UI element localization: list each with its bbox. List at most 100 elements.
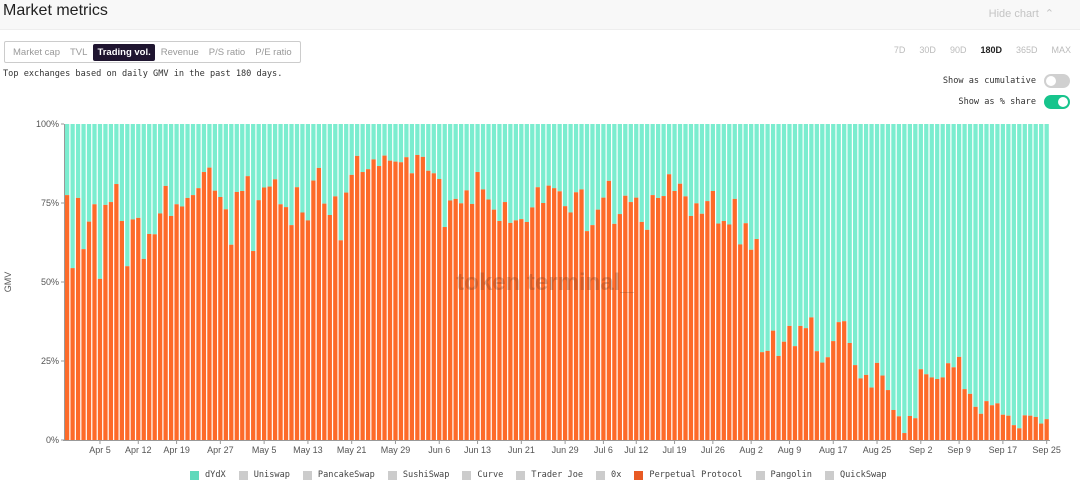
legend-item[interactable]: Pangolin	[755, 470, 812, 480]
bar-perpetual-protocol	[212, 190, 218, 440]
legend-item[interactable]: Perpetual Protocol	[634, 470, 743, 480]
bar-perpetual-protocol	[497, 221, 502, 440]
bar-perpetual-protocol	[278, 204, 283, 440]
range-max[interactable]: MAX	[1051, 45, 1071, 55]
watermark: token terminal_	[456, 269, 634, 296]
bar-dydx	[108, 124, 114, 203]
bar-dydx	[962, 124, 967, 390]
range-30d[interactable]: 30D	[919, 45, 936, 55]
bar-perpetual-protocol	[885, 390, 891, 440]
bar-dydx	[885, 124, 891, 391]
x-tick-label: Jul 26	[701, 445, 725, 455]
bar-dydx	[650, 124, 655, 196]
legend-item[interactable]: dYdX	[190, 470, 226, 480]
legend-item[interactable]: Curve	[462, 470, 503, 480]
bar-perpetual-protocol	[913, 418, 918, 440]
bar-dydx	[349, 124, 354, 175]
bar-dydx	[174, 124, 179, 205]
bar-perpetual-protocol	[1039, 423, 1044, 440]
range-90d[interactable]: 90D	[949, 45, 967, 55]
bar-perpetual-protocol	[688, 215, 694, 440]
bar-perpetual-protocol	[442, 227, 447, 440]
y-tick-label: 100%	[36, 119, 59, 129]
legend-item[interactable]: Uniswap	[238, 470, 290, 480]
bar-dydx	[442, 124, 447, 228]
bar-dydx	[130, 124, 135, 220]
legend-item[interactable]: Trader Joe	[516, 470, 583, 480]
tab-p-s-ratio[interactable]: P/S ratio	[208, 46, 246, 58]
bar-dydx	[606, 124, 612, 181]
x-tick-label: Jul 6	[594, 445, 613, 455]
bar-perpetual-protocol	[223, 209, 228, 440]
range-365d[interactable]: 365D	[1015, 45, 1038, 55]
bar-perpetual-protocol	[590, 225, 595, 440]
tab-tvl[interactable]: TVL	[70, 46, 88, 58]
bar-perpetual-protocol	[1033, 416, 1038, 440]
bar-perpetual-protocol	[661, 196, 666, 440]
bar-dydx	[634, 124, 639, 198]
tab-p-e-ratio[interactable]: P/E ratio	[255, 46, 292, 58]
bar-dydx	[863, 124, 869, 375]
x-tick-label: Jun 13	[464, 445, 491, 455]
bar-perpetual-protocol	[891, 409, 896, 440]
tab-trading-vol[interactable]: Trading vol.	[93, 43, 155, 61]
bar-dydx	[196, 124, 201, 189]
bar-dydx	[371, 124, 376, 160]
share-toggle[interactable]	[1044, 95, 1070, 109]
legend-label: 0x	[611, 470, 622, 480]
bar-dydx	[272, 124, 278, 180]
bar-perpetual-protocol	[656, 197, 661, 440]
x-tick-label: May 21	[337, 445, 367, 455]
tab-market-cap[interactable]: Market cap	[13, 46, 60, 58]
range-7d[interactable]: 7D	[893, 45, 906, 55]
y-axis-title: GMV	[3, 272, 13, 293]
bar-dydx	[699, 124, 705, 214]
bar-dydx	[497, 124, 502, 222]
chart-legend: dYdX Uniswap PancakeSwap SushiSwap Curve Trad…	[190, 470, 900, 480]
bar-perpetual-protocol	[519, 219, 524, 440]
bar-perpetual-protocol	[475, 172, 480, 441]
bar-perpetual-protocol	[1022, 415, 1027, 440]
bar-perpetual-protocol	[365, 169, 371, 441]
bar-dydx	[207, 124, 212, 168]
bar-dydx	[387, 124, 393, 161]
bar-perpetual-protocol	[502, 202, 508, 440]
legend-item[interactable]: QuickSwap	[824, 470, 887, 480]
hide-chart-button[interactable]: Hide chart ⌃	[989, 5, 1054, 20]
bar-perpetual-protocol	[431, 173, 436, 440]
bar-perpetual-protocol	[327, 215, 332, 440]
x-tick-label: Aug 17	[819, 445, 848, 455]
bar-perpetual-protocol	[103, 204, 108, 440]
bar-dydx	[973, 124, 978, 407]
range-180d[interactable]: 180D	[980, 45, 1002, 55]
bar-dydx	[918, 124, 923, 370]
legend-item[interactable]: PancakeSwap	[302, 470, 375, 480]
bar-dydx	[344, 124, 349, 193]
bar-perpetual-protocol	[125, 266, 130, 440]
cumulative-toggle[interactable]	[1044, 74, 1070, 88]
tab-revenue[interactable]: Revenue	[160, 46, 199, 58]
bar-perpetual-protocol	[623, 195, 628, 440]
bar-dydx	[404, 124, 409, 158]
bar-perpetual-protocol	[251, 251, 256, 440]
bar-perpetual-protocol	[305, 220, 311, 440]
bar-perpetual-protocol	[902, 433, 907, 440]
legend-swatch	[190, 470, 199, 480]
bar-perpetual-protocol	[995, 403, 1000, 440]
y-tick-label: 50%	[41, 277, 59, 287]
bar-perpetual-protocol	[426, 170, 431, 440]
legend-item[interactable]: SushiSwap	[387, 470, 449, 480]
bar-dydx	[1039, 124, 1044, 424]
x-tick-label: Jun 21	[508, 445, 535, 455]
bar-dydx	[814, 124, 819, 352]
share-toggle-row: Show as % share	[958, 95, 1070, 109]
bar-dydx	[459, 124, 464, 204]
legend-item[interactable]: 0x	[596, 470, 621, 480]
bar-dydx	[831, 124, 836, 342]
bar-dydx	[677, 124, 683, 184]
bar-perpetual-protocol	[918, 369, 923, 440]
bar-perpetual-protocol	[491, 209, 497, 440]
bar-perpetual-protocol	[825, 357, 830, 440]
metric-tabs: Market cap TVL Trading vol. Revenue P/S rati…	[4, 41, 301, 63]
hide-chart-label: Hide chart	[988, 8, 1039, 20]
